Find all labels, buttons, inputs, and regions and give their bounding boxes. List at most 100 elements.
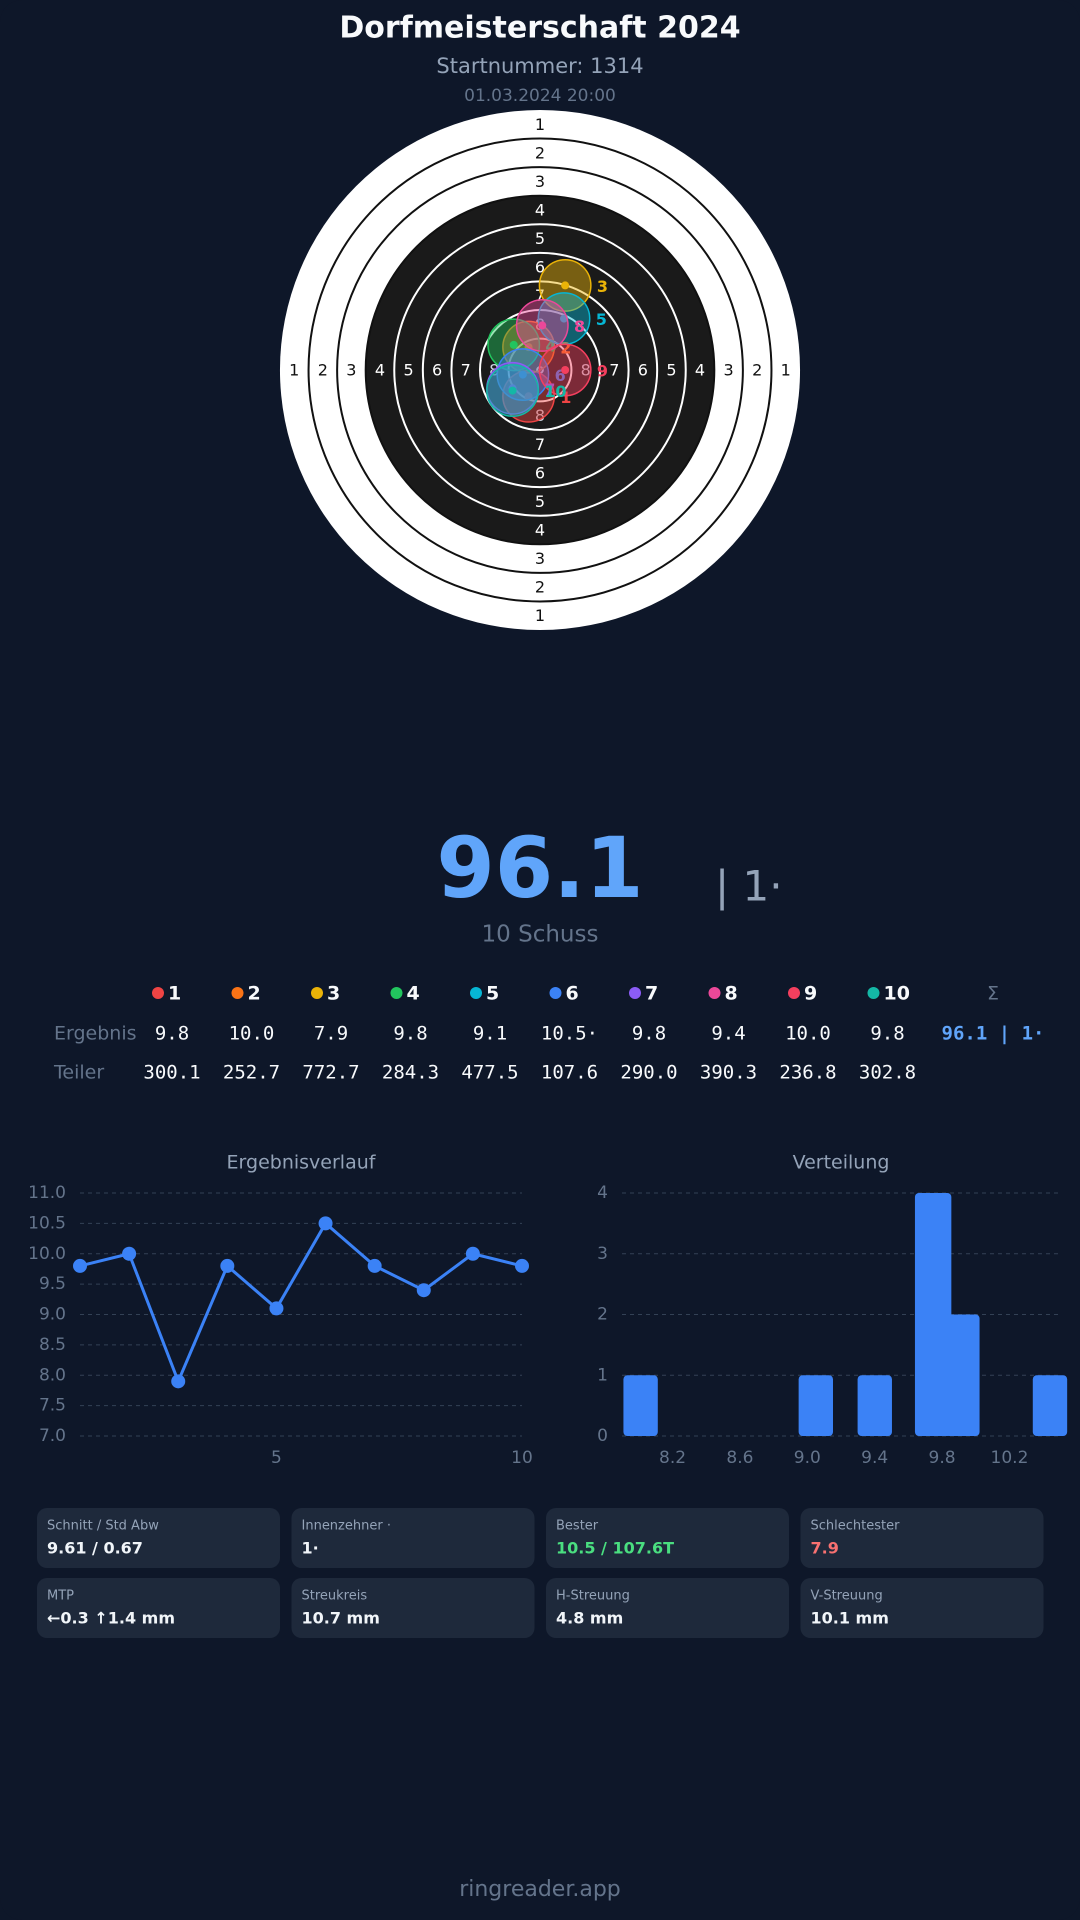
table-cell: 390.3	[700, 1062, 757, 1084]
stat-card	[800, 1578, 1044, 1638]
y-tick-label: 1	[597, 1365, 608, 1385]
ring-label: 5	[535, 229, 545, 248]
ring-label: 1	[535, 115, 545, 134]
ring-label: 4	[535, 521, 545, 540]
table-cell: 252.7	[223, 1062, 280, 1084]
table-cell: 9.8	[632, 1023, 666, 1045]
x-tick-label: 10.2	[991, 1448, 1029, 1468]
point	[171, 1374, 186, 1389]
ring-label: 7	[535, 286, 545, 305]
legend-label: 10	[884, 983, 910, 1005]
chart-title: Verteilung	[793, 1152, 890, 1174]
ring-label: 1	[535, 606, 545, 625]
ring-label: 6	[535, 258, 545, 277]
ring-label: 8	[535, 406, 545, 425]
table-cell: 10.5·	[541, 1023, 598, 1045]
stat-value: ←0.3 ↑1.4 mm	[47, 1609, 175, 1628]
inner-tens: | 1·	[715, 862, 783, 911]
title: Dorfmeisterschaft 2024	[339, 11, 740, 46]
legend-dot	[470, 987, 482, 999]
y-tick-label: 7.0	[39, 1426, 66, 1446]
bar	[623, 1375, 658, 1436]
y-tick-label: 10.5	[28, 1213, 66, 1233]
legend-label: 2	[248, 983, 261, 1005]
shot-label: 5	[596, 310, 607, 329]
legend-label: 9	[804, 983, 817, 1005]
ring-label: 3	[346, 361, 356, 380]
stat-value: 4.8 mm	[556, 1609, 623, 1628]
shot-label: 10	[544, 382, 566, 401]
stat-label: Streukreis	[302, 1589, 368, 1604]
row-label: Teiler	[53, 1062, 104, 1084]
stat-value: 10.1 mm	[811, 1609, 889, 1628]
legend-label: 1	[168, 983, 181, 1005]
table-cell: 302.8	[859, 1062, 916, 1084]
ring-label: 1	[289, 361, 299, 380]
legend-label: 8	[725, 983, 738, 1005]
shot-center	[524, 392, 533, 401]
ring-label: 6	[535, 463, 545, 482]
legend-label: 7	[645, 983, 658, 1005]
legend-label: 4	[407, 983, 420, 1005]
shot-label: 4	[545, 336, 556, 355]
x-tick-label: 9.4	[861, 1448, 888, 1468]
legend-dot	[311, 987, 323, 999]
legend-label: 6	[566, 983, 579, 1005]
table-cell: 7.9	[314, 1023, 348, 1045]
table-cell: 236.8	[779, 1062, 836, 1084]
stat-card	[291, 1578, 535, 1638]
ring-label: 4	[375, 361, 385, 380]
ring-label: 6	[432, 361, 442, 380]
sum-cell: 96.1 | 1·	[942, 1023, 1045, 1045]
ring-label: 3	[535, 172, 545, 191]
x-tick-label: 8.6	[726, 1448, 753, 1468]
table-cell: 9.4	[711, 1023, 745, 1045]
point	[269, 1301, 284, 1316]
stat-value: 1·	[302, 1539, 319, 1558]
ring-label: 3	[535, 549, 545, 568]
legend-dot	[629, 987, 641, 999]
shot-center	[518, 370, 527, 379]
point	[318, 1216, 333, 1231]
bar	[1032, 1375, 1068, 1436]
bar	[857, 1375, 892, 1436]
stat-label: V-Streuung	[811, 1589, 883, 1604]
x-tick-label: 9.8	[929, 1448, 956, 1468]
row-label: Ergebnis	[54, 1023, 137, 1045]
shot-label: 9	[597, 362, 608, 381]
ring-label: 2	[318, 361, 328, 380]
ring-label: 3	[724, 361, 734, 380]
legend-label: 5	[486, 983, 499, 1005]
x-tick-label: 8.2	[659, 1448, 686, 1468]
point	[416, 1283, 431, 1298]
table-cell: 772.7	[302, 1062, 359, 1084]
legend-label: 3	[327, 983, 340, 1005]
stat-card	[37, 1578, 280, 1638]
shot-label: 2	[560, 339, 571, 358]
ring-label: 5	[535, 492, 545, 511]
stat-label: MTP	[47, 1589, 74, 1604]
table-cell: 9.8	[155, 1023, 189, 1045]
shot-center	[561, 366, 570, 374]
stat-label: Schnitt / Std Abw	[47, 1519, 159, 1534]
point	[515, 1258, 529, 1273]
shot-center	[538, 321, 547, 330]
ring-label: 2	[535, 578, 545, 597]
table-cell: 10.0	[229, 1023, 275, 1045]
legend-dot	[549, 987, 562, 999]
total-score: 96.1	[436, 819, 643, 917]
sum-header: Σ	[987, 983, 999, 1005]
table-cell: 9.1	[473, 1023, 507, 1045]
table-cell: 290.0	[620, 1062, 677, 1084]
shot-center	[561, 281, 570, 290]
y-tick-label: 0	[597, 1426, 608, 1446]
ring-label: 5	[666, 361, 676, 380]
bar	[798, 1375, 833, 1436]
y-tick-label: 9.5	[39, 1274, 66, 1294]
stat-card	[37, 1508, 280, 1568]
stat-label: Schlechtester	[811, 1519, 901, 1534]
date: 01.03.2024 20:00	[464, 86, 616, 106]
table-cell: 107.6	[541, 1062, 598, 1084]
